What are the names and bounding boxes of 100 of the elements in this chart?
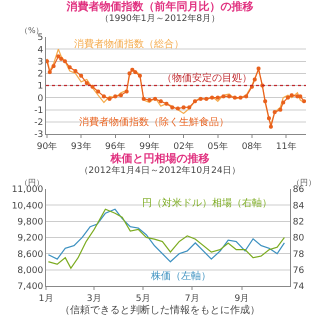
text: （信頼できると判断した情報をもとに作成） (59, 304, 261, 318)
y-tick-label: 3 (37, 57, 44, 68)
point (298, 94, 302, 98)
chart-title: 消費者物価指数（前年同月比）の推移 (66, 0, 254, 14)
y2-tick-label: 78 (292, 250, 305, 260)
y-tick-label: 4 (37, 45, 44, 56)
point (90, 84, 95, 89)
point (164, 102, 168, 106)
point (281, 100, 286, 104)
point (286, 96, 290, 100)
y-tick-label: -1 (34, 106, 44, 116)
point (227, 94, 232, 98)
point (263, 99, 268, 104)
point (268, 124, 273, 129)
y2-tick-label: 76 (292, 266, 305, 276)
point (52, 64, 56, 68)
chart-subtitle: （2012年1月4日～2012年10月24日） (78, 166, 242, 177)
y-tick-label: 5 (37, 33, 44, 44)
y2-tick-label: 84 (292, 201, 305, 212)
x-tick-label: 08年 (242, 140, 262, 152)
y-tick-label: 1 (37, 82, 44, 92)
y-tick-label: -2 (34, 118, 44, 128)
point (118, 93, 123, 98)
point (127, 71, 132, 76)
point (278, 108, 282, 112)
point (232, 96, 237, 100)
x-tick-label: 11年 (276, 140, 296, 152)
point (216, 96, 220, 100)
y-tick-label: 11,000 (12, 185, 44, 196)
y2-tick-label: 74 (292, 282, 305, 292)
x-tick-label: 9月 (234, 294, 250, 304)
point (108, 96, 112, 101)
point (133, 70, 138, 74)
point (302, 99, 306, 104)
x-tick-label: 93年 (70, 140, 92, 152)
y-tick-label: 2 (37, 70, 44, 80)
y-tick-label: 9,800 (17, 217, 44, 228)
ref-line-label: （物価安定の目処） (162, 72, 252, 84)
point (192, 99, 197, 104)
y2-axis-title: （円） (292, 178, 316, 187)
point (266, 116, 271, 120)
chart-subtitle: （1990年1月～2012年8月） (98, 14, 222, 25)
x-tick-label: 3月 (86, 294, 102, 304)
point (198, 96, 203, 101)
point (59, 56, 64, 61)
y2-tick-label: 80 (292, 234, 305, 244)
y-tick-label: 7,400 (17, 282, 44, 292)
point (138, 74, 142, 78)
text: 円（対米ドル）相場（右軸） (142, 197, 272, 209)
x-tick-label: 96年 (105, 140, 126, 152)
point (73, 68, 78, 73)
point (142, 96, 146, 101)
series-label: 消費者物価指数（除く生鮮食品） (79, 116, 229, 128)
point (46, 59, 49, 64)
y-axis-title: （円） (20, 178, 44, 187)
x-tick-label: 7月 (184, 294, 200, 304)
x-tick-label: 05年 (208, 140, 228, 152)
point (182, 105, 186, 110)
point (256, 66, 261, 71)
y-axis-title: （%） (20, 26, 44, 35)
point (96, 90, 100, 94)
point (158, 99, 163, 104)
chart-title: 株価と円相場の推移 (109, 152, 210, 166)
point (244, 94, 248, 98)
y-tick-label: 8,000 (17, 266, 44, 276)
x-tick-label: 1月 (38, 294, 54, 304)
point (272, 110, 277, 114)
y-tick-label: 10,400 (12, 201, 44, 212)
point (176, 106, 180, 111)
point (147, 98, 152, 102)
point (84, 81, 89, 86)
series-label: 株価（左軸） (150, 270, 211, 282)
y-tick-label: -3 (34, 130, 44, 140)
point (130, 68, 134, 72)
series-label: 消費者物価指数（総合） (74, 38, 184, 50)
point (252, 77, 257, 82)
point (102, 94, 106, 98)
point (68, 65, 72, 70)
point (238, 96, 243, 100)
y2-tick-label: 82 (292, 217, 304, 228)
y2-tick-label: 86 (292, 185, 305, 196)
point (187, 105, 192, 110)
y-tick-label: 9,200 (17, 234, 44, 244)
point (204, 96, 208, 101)
point (290, 93, 294, 98)
point (221, 94, 226, 98)
point (62, 59, 67, 64)
x-tick-label: 99年 (139, 140, 160, 152)
point (56, 54, 60, 58)
y-tick-label: 0 (37, 94, 44, 104)
x-tick-label: 90年 (36, 140, 58, 152)
x-tick-label: 02年 (173, 140, 194, 152)
point (48, 70, 52, 74)
point (124, 90, 129, 94)
y-tick-label: 8,600 (17, 250, 44, 260)
point (170, 105, 174, 110)
point (210, 96, 214, 100)
point (113, 94, 118, 98)
point (153, 96, 158, 101)
x-tick-label: 5月 (136, 294, 150, 304)
